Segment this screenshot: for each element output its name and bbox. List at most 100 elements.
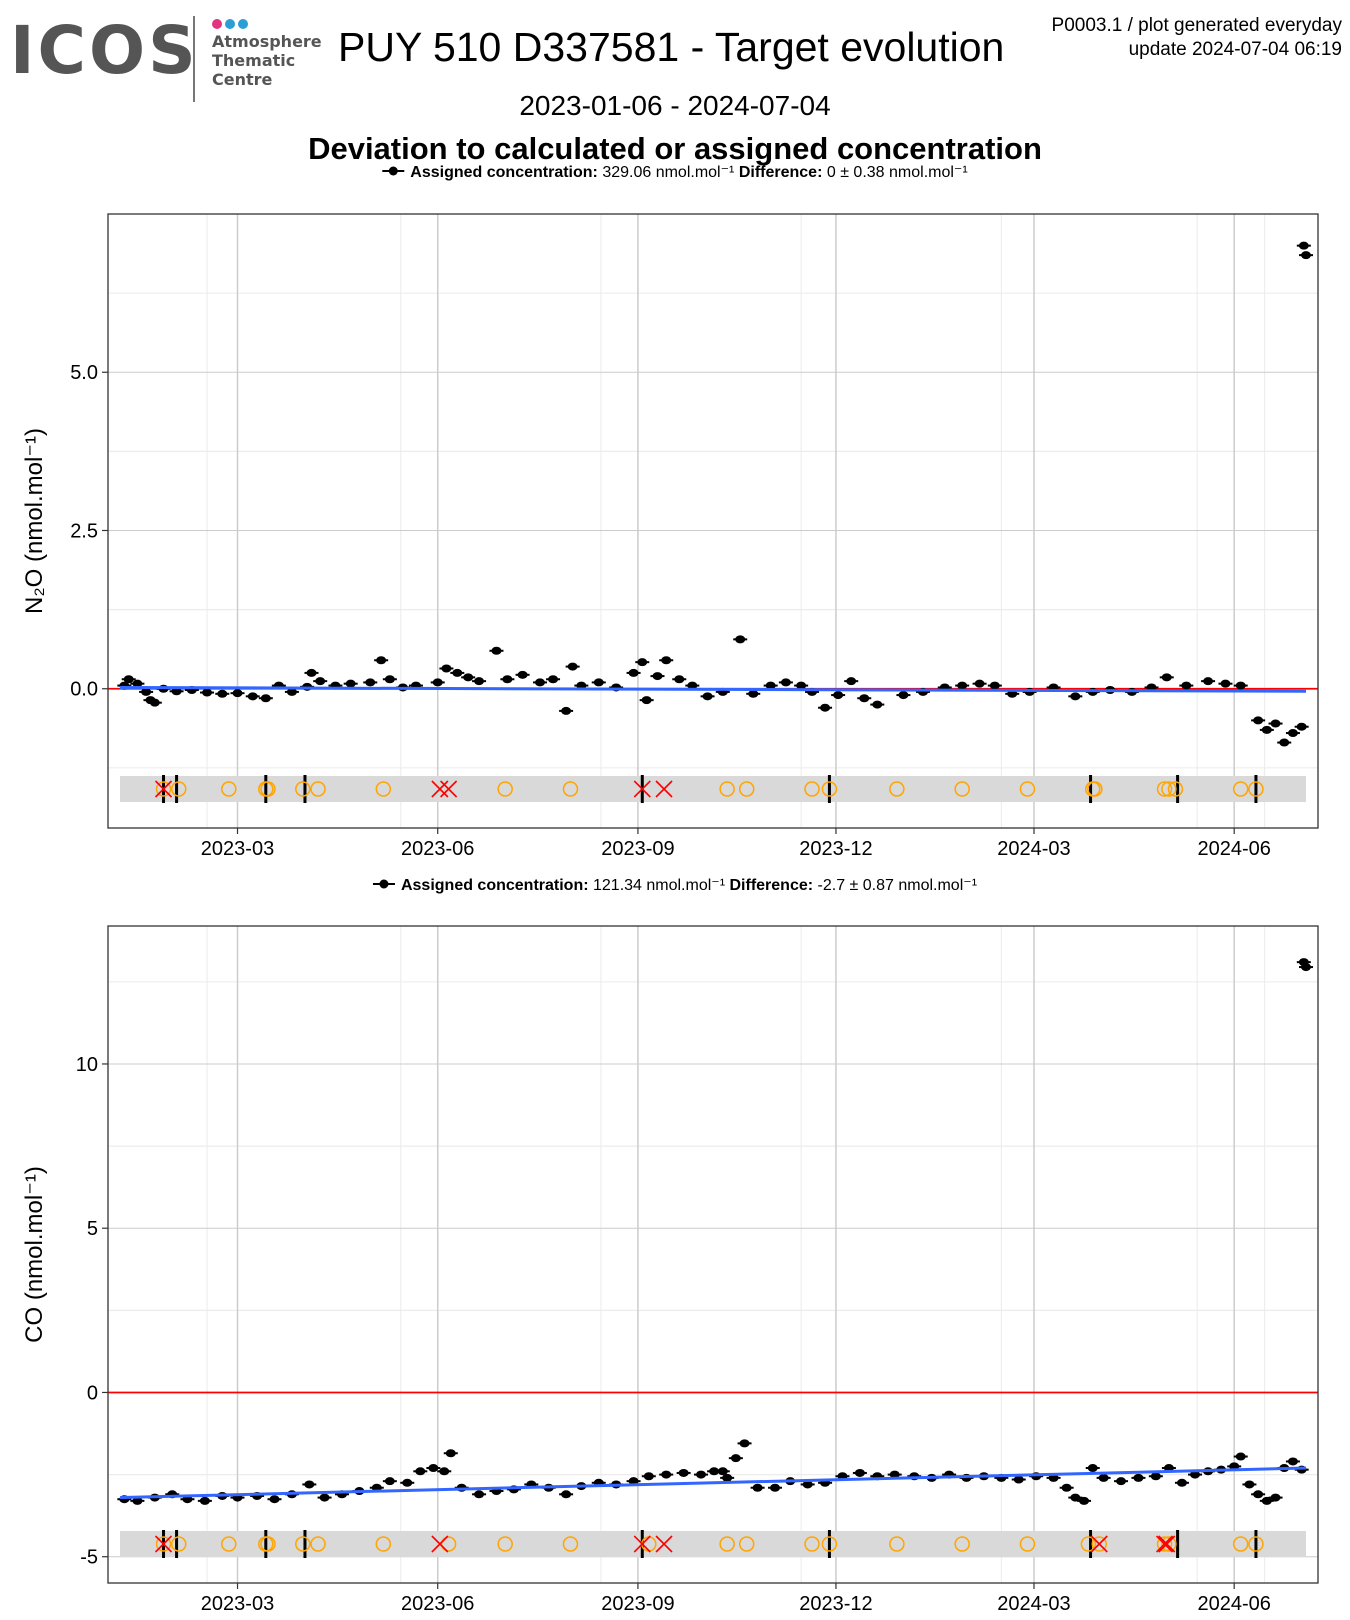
data-point <box>770 1483 781 1492</box>
event-cross-marker <box>1090 1535 1108 1553</box>
data-point <box>402 1478 413 1487</box>
x-tick-label: 2023-09 <box>601 838 674 860</box>
logo-subtitle-line: Thematic <box>212 51 296 70</box>
data-point <box>846 677 857 686</box>
x-tick-label: 2024-06 <box>1197 838 1270 860</box>
data-point <box>269 1495 280 1504</box>
event-circle-marker <box>889 781 905 797</box>
data-point <box>149 698 160 707</box>
event-marker-band <box>120 776 1306 802</box>
event-circle-marker <box>295 1536 311 1552</box>
y-tick-label: 2.5 <box>70 520 98 542</box>
data-point <box>802 1480 813 1489</box>
event-circle-marker <box>171 1536 187 1552</box>
chart-subtitle: Deviation to calculated or assigned conc… <box>308 131 1042 166</box>
page-title: PUY 510 D337581 - Target evolution <box>338 24 1005 70</box>
event-cross-marker <box>633 1535 651 1553</box>
data-point <box>1253 716 1264 725</box>
legend-assigned-value: 121.34 nmol.mol⁻¹ <box>589 877 730 894</box>
data-point <box>463 673 474 682</box>
event-circle-marker <box>1087 781 1103 797</box>
event-circle-marker <box>260 1536 276 1552</box>
legend-difference-value: -2.7 ± 0.87 nmol.mol⁻¹ <box>813 877 977 894</box>
event-circle-marker <box>1080 1536 1097 1552</box>
event-circle-marker <box>738 1536 755 1552</box>
data-point <box>820 703 831 712</box>
data-point <box>561 706 572 715</box>
data-point <box>232 689 243 698</box>
event-circle-marker <box>1156 1536 1173 1552</box>
event-circle-marker <box>221 781 237 797</box>
event-bar-marker <box>1089 1530 1093 1558</box>
data-point <box>286 687 297 696</box>
event-circle-marker <box>295 781 311 797</box>
data-point <box>1161 673 1172 682</box>
legend-text: Assigned concentration: 121.34 nmol.mol⁻… <box>401 877 977 894</box>
data-point <box>1287 729 1298 738</box>
data-point <box>260 694 271 703</box>
y-tick-label: 5 <box>87 1218 98 1240</box>
data-point <box>661 1470 672 1479</box>
chart-legend: Assigned concentration: 121.34 nmol.mol⁻… <box>372 877 977 894</box>
data-point <box>1070 692 1081 701</box>
data-point <box>345 679 356 688</box>
event-bar-marker <box>1254 1530 1258 1558</box>
data-point <box>796 681 807 690</box>
data-point <box>428 1464 439 1473</box>
legend-text: Assigned concentration: 329.06 nmol.mol⁻… <box>410 164 967 181</box>
logo-dot-pink <box>212 19 222 29</box>
event-circle-marker <box>954 1536 970 1552</box>
data-point <box>722 1473 733 1482</box>
data-point <box>765 681 776 690</box>
data-point <box>132 1496 143 1505</box>
data-point <box>717 1467 728 1476</box>
event-circle-marker <box>310 781 326 797</box>
chart-panel-co: -5 0 5 10 2023-03 2023-06 2023-09 2023-12 2024-0… <box>21 877 1319 1615</box>
data-point <box>1181 681 1192 690</box>
event-bar-marker <box>175 1530 179 1558</box>
event-cross-marker <box>431 1535 449 1553</box>
data-point <box>365 678 376 687</box>
data-point <box>1287 1457 1298 1466</box>
data-point <box>1061 1483 1072 1492</box>
data-point <box>748 689 759 698</box>
data-point <box>1261 1496 1272 1505</box>
chart-legend: Assigned concentration: 329.06 nmol.mol⁻… <box>382 164 968 181</box>
x-tick-label: 2023-12 <box>799 1593 872 1615</box>
data-point <box>306 668 317 677</box>
icos-logo: ICOS <box>10 12 199 89</box>
event-circle-marker <box>171 781 187 797</box>
legend-assigned-label: Assigned concentration: <box>401 877 589 894</box>
data-point <box>441 664 452 673</box>
data-point <box>171 687 182 696</box>
data-point <box>561 1490 572 1499</box>
event-circle-marker <box>497 781 513 797</box>
data-point <box>637 658 648 667</box>
data-point <box>491 646 502 655</box>
data-point <box>1220 679 1231 688</box>
event-cross-marker <box>440 780 458 798</box>
legend-difference-label: Difference: <box>730 877 814 894</box>
data-point <box>548 675 559 684</box>
event-circle-marker <box>1248 781 1264 797</box>
event-circle-marker <box>821 1536 838 1552</box>
data-point <box>643 1472 654 1481</box>
data-point <box>474 1490 485 1499</box>
event-bar-marker <box>827 1530 831 1558</box>
data-point <box>1298 241 1309 250</box>
data-point <box>384 675 395 684</box>
event-circle-marker <box>738 781 755 797</box>
x-tick-label: 2023-06 <box>401 838 474 860</box>
event-circle-marker <box>1019 781 1036 797</box>
event-circle-marker <box>155 781 172 797</box>
data-point <box>1176 1478 1187 1487</box>
data-point <box>534 678 545 687</box>
data-point <box>445 1449 456 1458</box>
data-point <box>872 700 883 709</box>
event-circle-marker <box>1248 1536 1264 1552</box>
data-point <box>384 1477 395 1486</box>
legend-difference-value: 0 ± 0.38 nmol.mol⁻¹ <box>822 164 967 181</box>
data-point <box>687 681 698 690</box>
data-point <box>661 656 672 665</box>
data-point <box>957 681 968 690</box>
